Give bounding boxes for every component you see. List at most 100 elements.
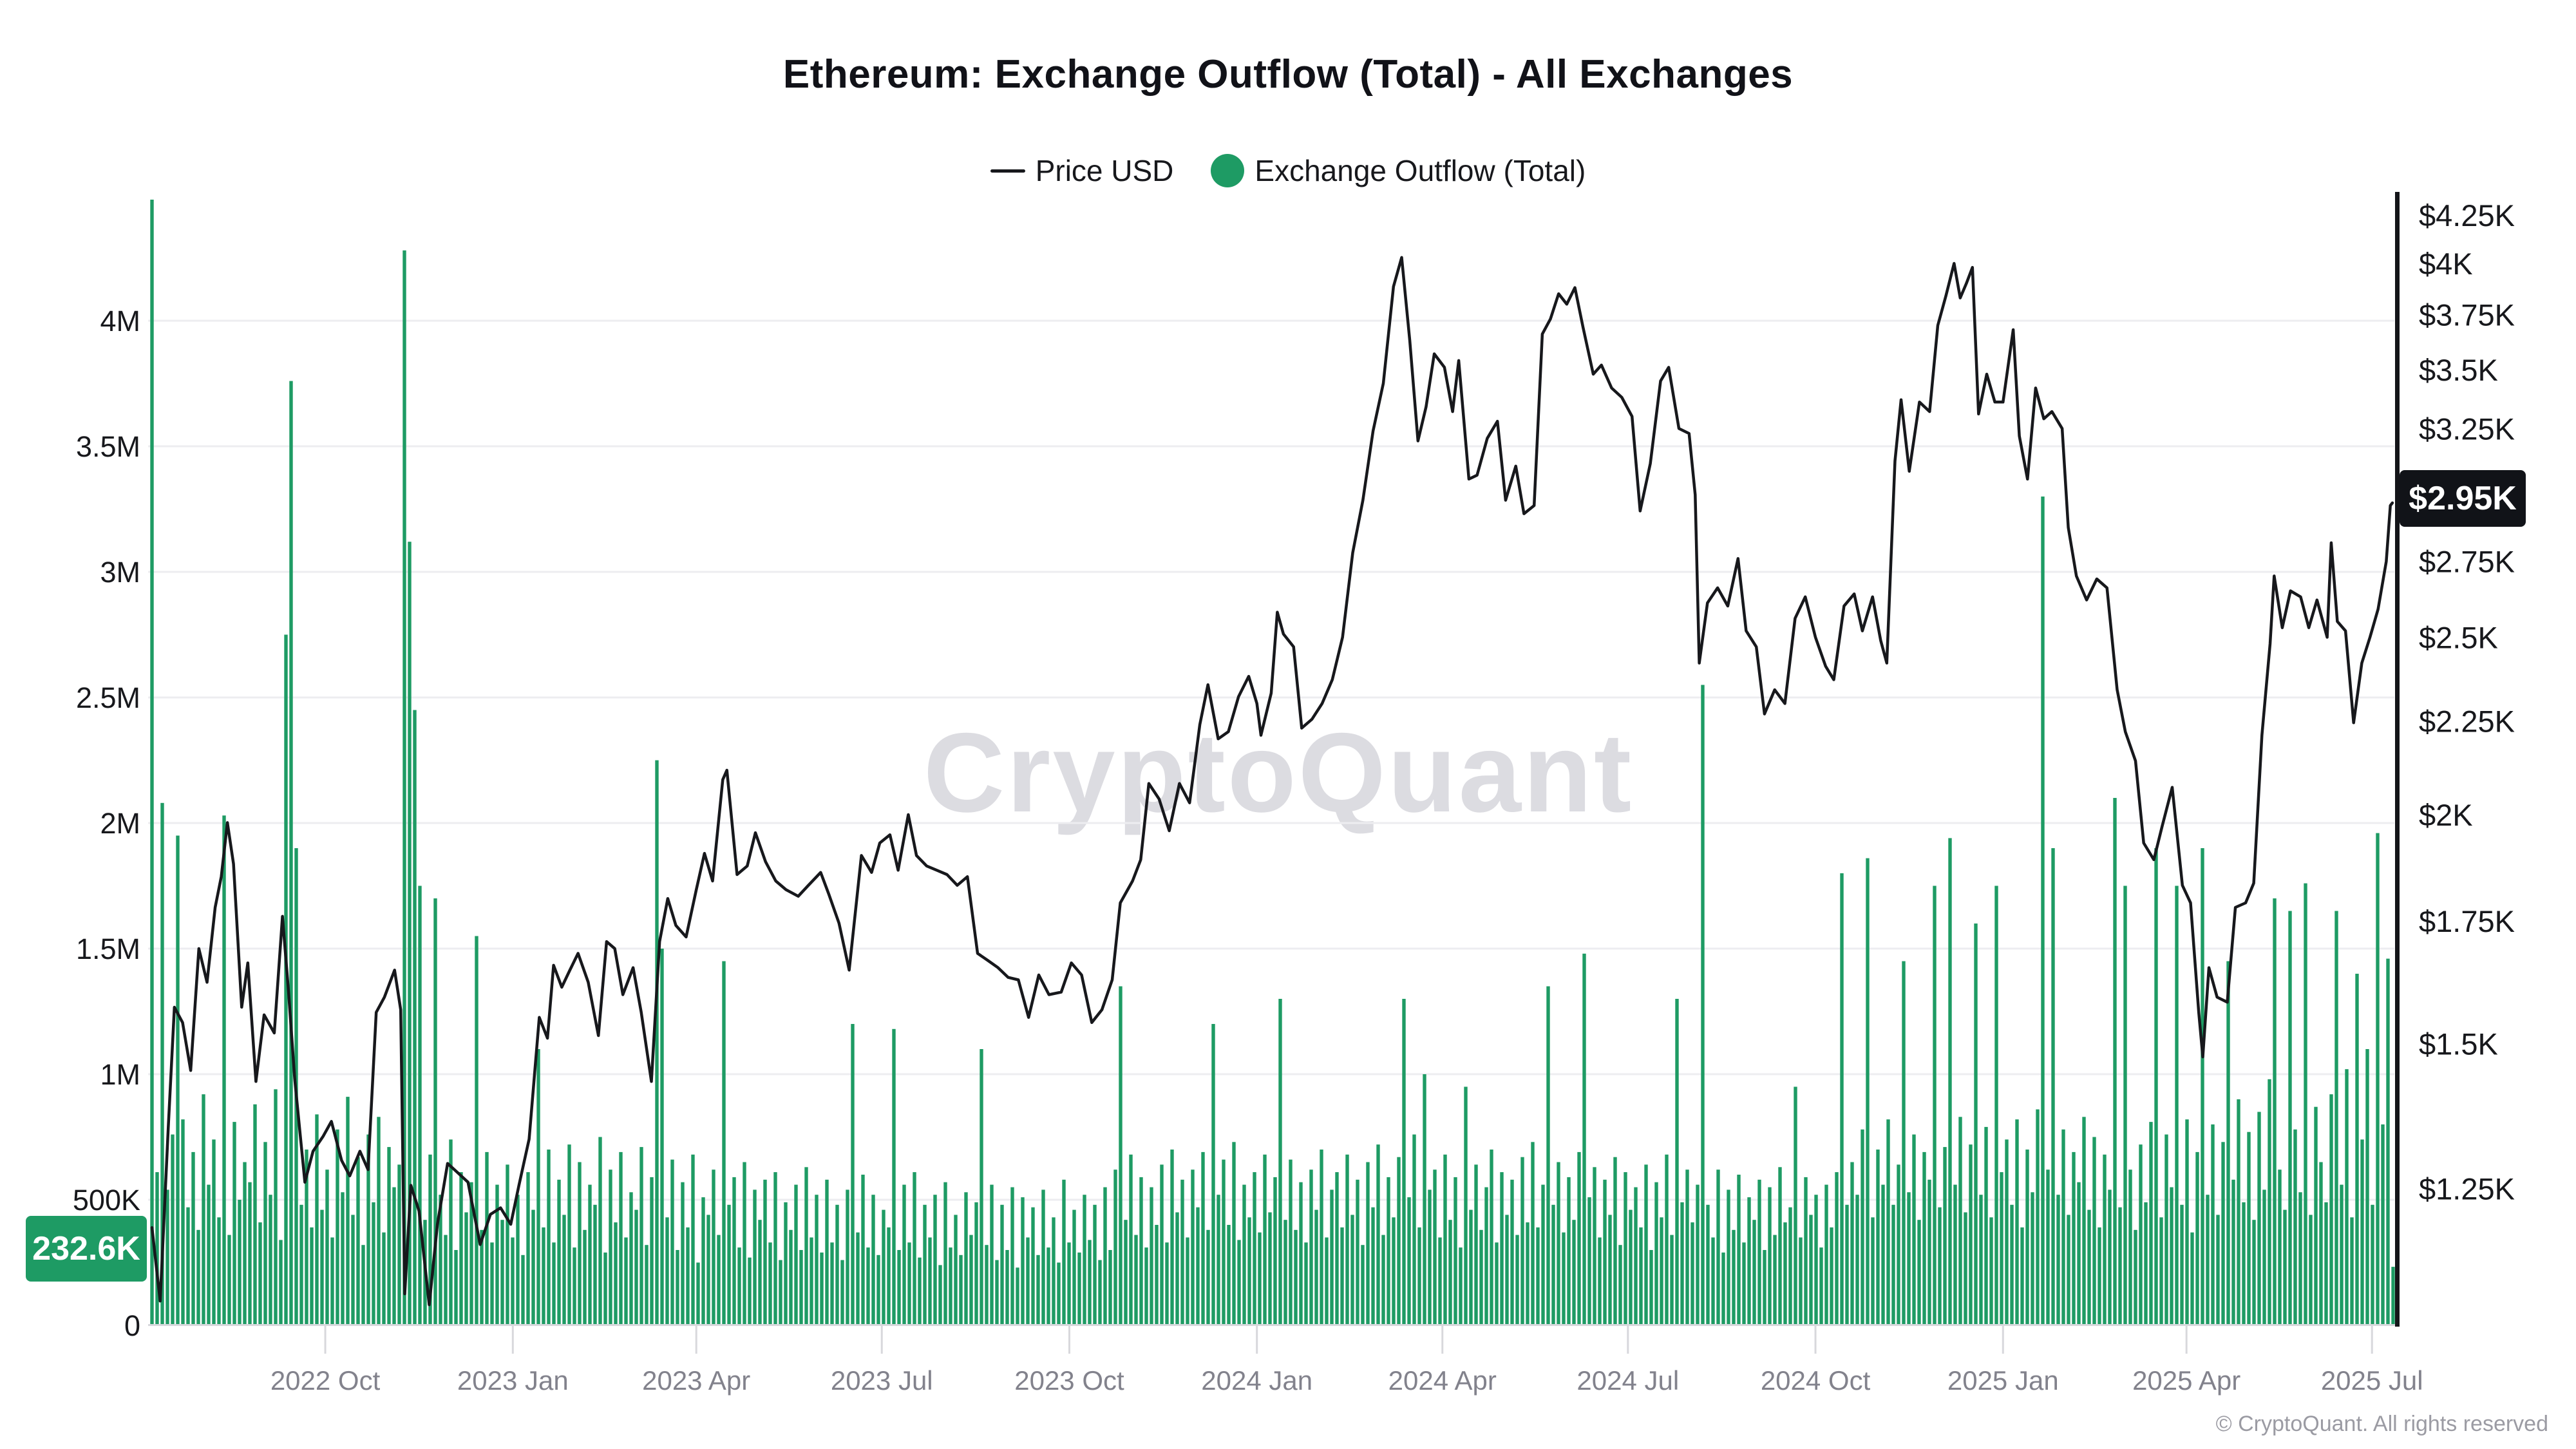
outflow-bar (2350, 1217, 2354, 1325)
outflow-bar (1402, 999, 1406, 1325)
outflow-bar (1737, 1175, 1741, 1325)
outflow-bar (387, 1147, 391, 1325)
outflow-bar (660, 949, 664, 1325)
outflow-bar (1891, 1204, 1895, 1325)
outflow-bar (1721, 1252, 1725, 1325)
outflow-bar (851, 1024, 855, 1325)
outflow-bar (238, 1200, 242, 1325)
outflow-bar (181, 1119, 185, 1325)
outflow-bar (1381, 1235, 1385, 1325)
outflow-bar (2144, 1202, 2148, 1325)
outflow-bar (2298, 1192, 2302, 1325)
outflow-bar (1088, 1240, 1092, 1325)
outflow-bar (1685, 1170, 1689, 1325)
outflow-bar (2000, 1172, 2003, 1325)
outflow-bar (1830, 1227, 1833, 1325)
outflow-bar (1175, 1212, 1179, 1325)
outflow-bar (284, 634, 288, 1325)
outflow-bar (2092, 1137, 2096, 1325)
outflow-bar (2324, 1202, 2328, 1325)
outflow-bar (243, 1162, 247, 1325)
outflow-bar (2273, 898, 2277, 1325)
outflow-bar (1886, 1119, 1890, 1325)
outflow-bar (2185, 1119, 2189, 1325)
outflow-bar (1572, 1220, 1576, 1325)
outflow-bar (1289, 1159, 1293, 1325)
outflow-bar (763, 1179, 767, 1325)
x-tick-label: 2025 Jan (1947, 1365, 2059, 1396)
outflow-bar (1567, 1177, 1571, 1325)
outflow-bar (1057, 1262, 1061, 1325)
outflow-bar (974, 1202, 978, 1325)
outflow-bar (1046, 1247, 1050, 1325)
outflow-bar (949, 1247, 952, 1325)
outflow-bar (799, 1250, 803, 1325)
outflow-bar (995, 1260, 999, 1325)
outflow-bar (1840, 873, 1844, 1325)
outflow-bar (202, 1094, 205, 1325)
outflow-bar (701, 1197, 705, 1325)
outflow-bar (1062, 1179, 1066, 1325)
left-axis-tick-label: 2.5M (76, 681, 140, 714)
outflow-bar (1263, 1154, 1267, 1325)
outflow-bar (902, 1184, 906, 1325)
outflow-bar (1191, 1170, 1195, 1325)
outflow-bar (1041, 1189, 1045, 1325)
right-axis-tick-label: $1.75K (2419, 904, 2515, 938)
outflow-bar (614, 1222, 618, 1325)
outflow-bar (1335, 1172, 1339, 1325)
outflow-bar (1835, 1172, 1839, 1325)
outflow-bar (2180, 1204, 2184, 1325)
outflow-bar (1211, 1024, 1215, 1325)
right-axis-tick-label: $4K (2419, 247, 2473, 281)
outflow-bar (1845, 1204, 1849, 1325)
outflow-bar (1433, 1170, 1437, 1325)
outflow-bar (1417, 1227, 1421, 1325)
outflow-bar (459, 1172, 463, 1325)
outflow-bar (1325, 1237, 1329, 1325)
outflow-bar (1680, 1202, 1684, 1325)
outflow-bar (2056, 1195, 2060, 1325)
outflow-bar (743, 1162, 746, 1325)
outflow-bar (1000, 1204, 1004, 1325)
outflow-bar (439, 1195, 442, 1325)
outflow-bar (1428, 1189, 1432, 1325)
outflow-bar (681, 1182, 685, 1325)
outflow-bar (2164, 1134, 2168, 1325)
outflow-bar (361, 1245, 365, 1325)
outflow-bar (557, 1179, 561, 1325)
outflow-bar (2304, 883, 2307, 1325)
x-tick-label: 2023 Jan (457, 1365, 569, 1396)
left-axis-labels: 0 500K 1M 1.5M 2M 2.5M 3M 3.5M 4M (73, 305, 140, 1342)
outflow-bar (2237, 1099, 2240, 1325)
chart-legend: Price USD Exchange Outflow (Total) (0, 153, 2576, 188)
outflow-bar (1654, 1182, 1658, 1325)
outflow-current-badge: 232.6K (26, 1216, 147, 1282)
outflow-bar (969, 1235, 973, 1325)
outflow-bar (1866, 858, 1870, 1325)
outflow-bar (1098, 1260, 1102, 1325)
outflow-bar (2309, 1215, 2313, 1325)
outflow-bar (753, 1189, 757, 1325)
outflow-bar (1696, 1184, 1700, 1325)
outflow-bar (1912, 1134, 1916, 1325)
outflow-bar (1634, 1187, 1638, 1325)
outflow-bar (1320, 1150, 1323, 1325)
outflow-bar (1407, 1197, 1411, 1325)
outflow-bar (1180, 1179, 1184, 1325)
x-tick-label: 2025 Apr (2132, 1365, 2240, 1396)
outflow-bar (1345, 1154, 1349, 1325)
outflow-bar (1690, 1222, 1694, 1325)
legend-item-price[interactable]: Price USD (990, 153, 1173, 188)
outflow-bar (2087, 1209, 2091, 1325)
outflow-bar (1103, 1187, 1107, 1325)
outflow-bar (2190, 1232, 2194, 1325)
outflow-bar (372, 1202, 375, 1325)
outflow-bar (310, 1227, 314, 1325)
outflow-bar (1948, 838, 1952, 1325)
legend-item-outflow[interactable]: Exchange Outflow (Total) (1211, 153, 1586, 188)
outflow-bar (1701, 685, 1705, 1325)
outflow-bar (1732, 1229, 1736, 1325)
outflow-bar (526, 1172, 530, 1325)
